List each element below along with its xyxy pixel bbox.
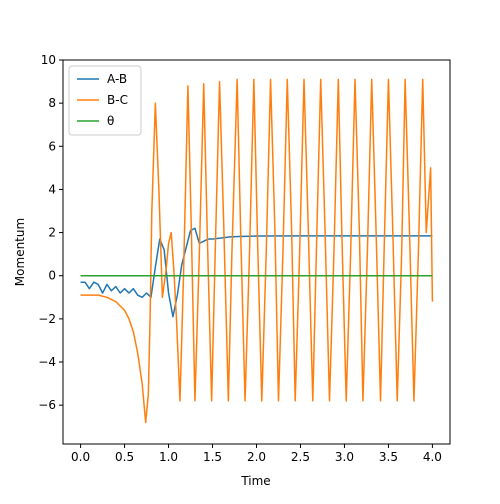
y-tick-label: 4 (48, 182, 56, 196)
x-tick-label: 0.0 (71, 450, 90, 464)
x-tick-label: 1.0 (159, 450, 178, 464)
x-tick-label: 4.0 (423, 450, 442, 464)
y-tick-label: −4 (38, 355, 56, 369)
y-tick-label: 2 (48, 226, 56, 240)
legend-label: θ (107, 114, 114, 128)
legend: A-B B-C θ (68, 65, 142, 136)
y-axis-label: Momentum (13, 218, 27, 286)
y-tick-label: 6 (48, 139, 56, 153)
y-axis-ticks: −6 −4 −2 0 2 4 6 8 10 (38, 53, 63, 412)
y-tick-label: −6 (38, 398, 56, 412)
y-tick-label: 8 (48, 96, 56, 110)
legend-box (68, 65, 142, 136)
y-tick-label: 0 (48, 269, 56, 283)
series-line-2 (80, 78, 434, 424)
y-tick-label: −2 (38, 312, 56, 326)
legend-label: A-B (107, 72, 127, 86)
x-tick-label: 3.5 (379, 450, 398, 464)
series-lines (80, 78, 434, 424)
x-axis-ticks: 0.0 0.5 1.0 1.5 2.0 2.5 3.0 3.5 4.0 (71, 444, 442, 464)
x-tick-label: 3.0 (335, 450, 354, 464)
x-tick-label: 2.0 (247, 450, 266, 464)
x-axis-label: Time (240, 474, 270, 488)
x-tick-label: 1.5 (203, 450, 222, 464)
y-tick-label: 10 (41, 53, 56, 67)
legend-label: B-C (107, 93, 128, 107)
x-tick-label: 2.5 (291, 450, 310, 464)
series-line-1 (80, 227, 433, 318)
x-tick-label: 0.5 (115, 450, 134, 464)
